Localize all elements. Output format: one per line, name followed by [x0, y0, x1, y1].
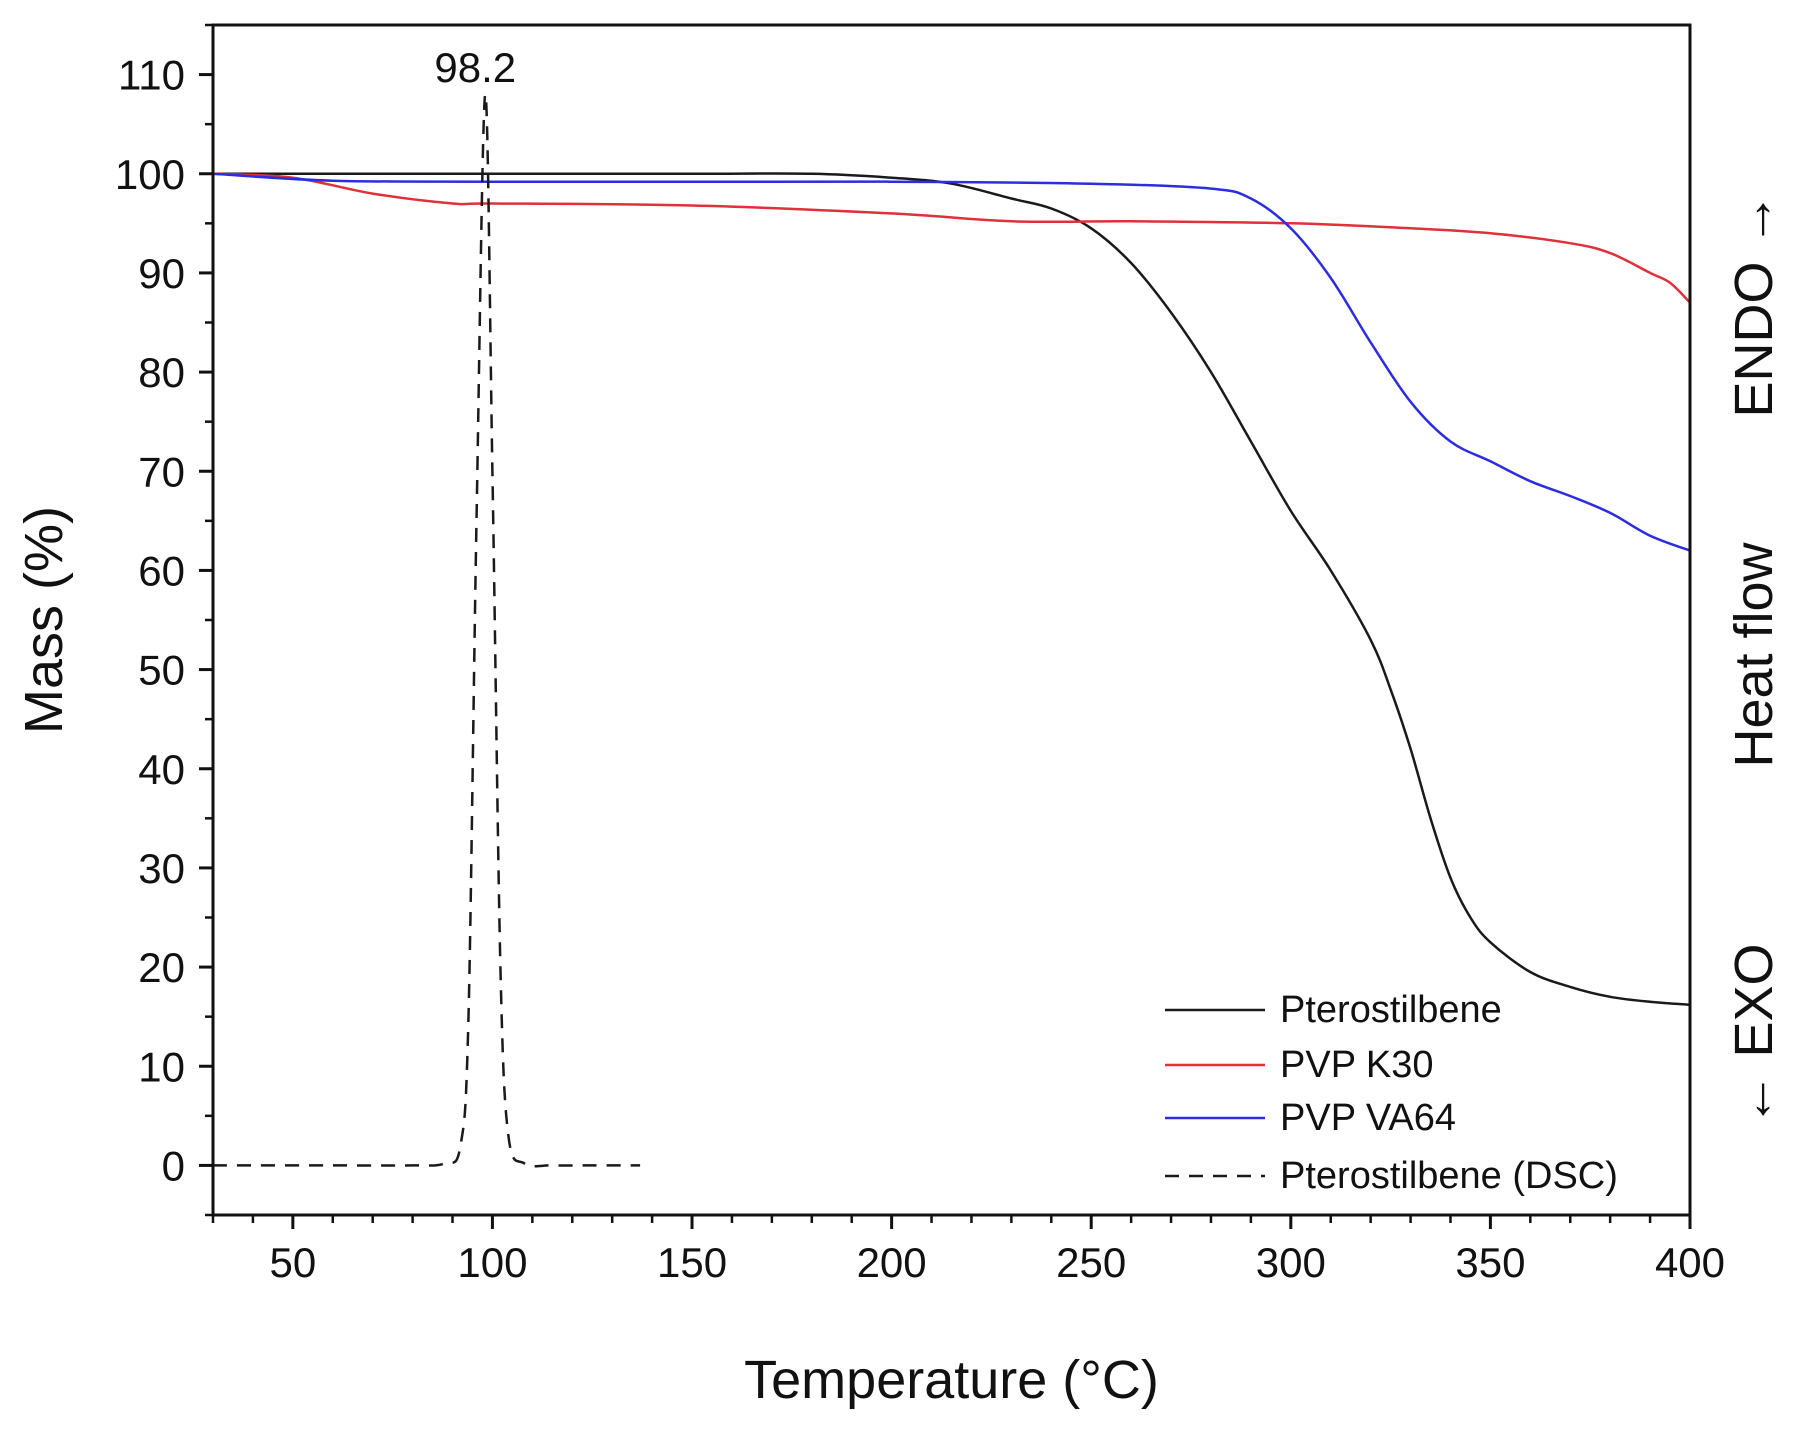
y-tick-label: 40 [138, 746, 185, 793]
peak-annotation: 98.2 [434, 44, 516, 91]
legend-label: Pterostilbene (DSC) [1280, 1155, 1618, 1197]
legend: Pterostilbene PVP K30 PVP VA64 Pterostilben… [1165, 989, 1618, 1197]
x-tick-label: 400 [1655, 1239, 1725, 1286]
heat-flow-label: Heat flow [1724, 541, 1784, 767]
heat-flow-axis-label: ← EXO Heat flow ENDO → [1724, 192, 1784, 1126]
y-tick-label: 70 [138, 448, 185, 495]
x-tick-label: 100 [457, 1239, 527, 1286]
legend-label: PVP K30 [1280, 1044, 1434, 1086]
series-line-pvp-k30 [212, 172, 1691, 304]
y-tick-label: 50 [138, 647, 185, 694]
x-tick-label: 350 [1455, 1239, 1525, 1286]
x-axis-title: Temperature (°C) [744, 1350, 1159, 1410]
exo-label: ← EXO [1724, 943, 1784, 1126]
y-tick-label: 0 [162, 1142, 185, 1189]
series-line-pvp-va64 [212, 172, 1691, 552]
series-line-pterostilbene-dsc [213, 93, 641, 1168]
x-tick-label: 300 [1256, 1239, 1326, 1286]
y-tick-label: 100 [115, 151, 185, 198]
legend-label: Pterostilbene [1280, 989, 1502, 1031]
y-axis-title: Mass (%) [14, 506, 74, 734]
y-tick-label: 110 [118, 52, 185, 99]
x-tick-label: 50 [269, 1239, 316, 1286]
endo-label: ENDO → [1724, 192, 1784, 417]
x-tick-label: 200 [857, 1239, 927, 1286]
legend-label: PVP VA64 [1280, 1097, 1456, 1139]
y-tick-label: 60 [138, 547, 185, 594]
y-tick-label: 80 [138, 349, 185, 396]
x-tick-label: 150 [657, 1239, 727, 1286]
y-tick-label: 30 [138, 845, 185, 892]
y-tick-label: 20 [138, 944, 185, 991]
x-tick-label: 250 [1056, 1239, 1126, 1286]
y-tick-label: 90 [138, 250, 185, 297]
series-line-pterostilbene [213, 172, 1691, 1007]
plot-frame [211, 23, 1692, 1217]
y-tick-label: 10 [138, 1043, 185, 1090]
